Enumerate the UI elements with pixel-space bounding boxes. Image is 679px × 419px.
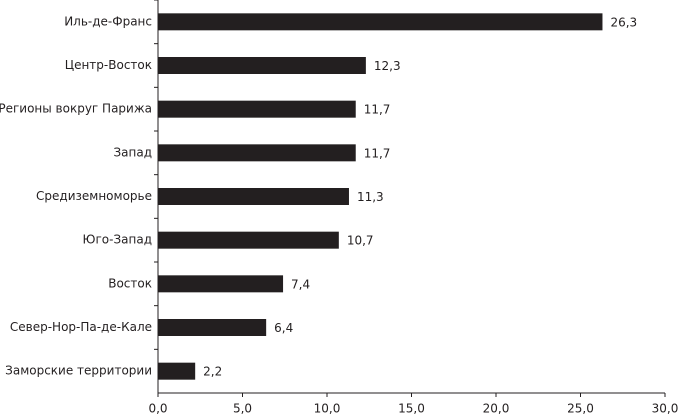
bar (158, 188, 349, 205)
y-tick-label: Центр-Восток (65, 58, 152, 72)
bar (158, 319, 267, 336)
y-tick-label: Иль-де-Франс (64, 14, 152, 28)
bar (158, 13, 603, 31)
x-tick-label: 5,0 (233, 402, 252, 416)
value-label: 6,4 (274, 321, 293, 335)
bar (158, 275, 284, 293)
y-tick-label: Юго-Запад (83, 233, 152, 247)
y-tick-label: Восток (108, 276, 152, 290)
value-label: 7,4 (291, 277, 310, 291)
value-label: 11,7 (364, 146, 391, 160)
x-tick-label: 0,0 (148, 402, 167, 416)
value-label: 26,3 (610, 15, 637, 29)
value-label: 11,7 (364, 103, 391, 117)
x-tick-label: 10,0 (314, 402, 341, 416)
y-tick-label: Заморские территории (5, 364, 152, 378)
bar (158, 57, 366, 74)
y-tick-label: Регионы вокруг Парижа (0, 102, 152, 116)
x-tick-label: 15,0 (398, 402, 425, 416)
y-tick-label: Средиземноморье (36, 189, 152, 203)
x-tick-label: 30,0 (652, 402, 679, 416)
value-label: 12,3 (374, 59, 401, 73)
y-tick-label: Север-Нор-Па-де-Кале (10, 320, 152, 334)
value-label: 10,7 (347, 234, 374, 248)
value-label: 11,3 (357, 190, 384, 204)
bar (158, 231, 339, 249)
value-label: 2,2 (203, 365, 222, 379)
bar (158, 144, 356, 162)
x-tick-label: 20,0 (483, 402, 510, 416)
bar (158, 362, 196, 380)
x-tick-label: 25,0 (567, 402, 594, 416)
bar (158, 100, 356, 118)
y-tick-label: Запад (113, 145, 152, 159)
